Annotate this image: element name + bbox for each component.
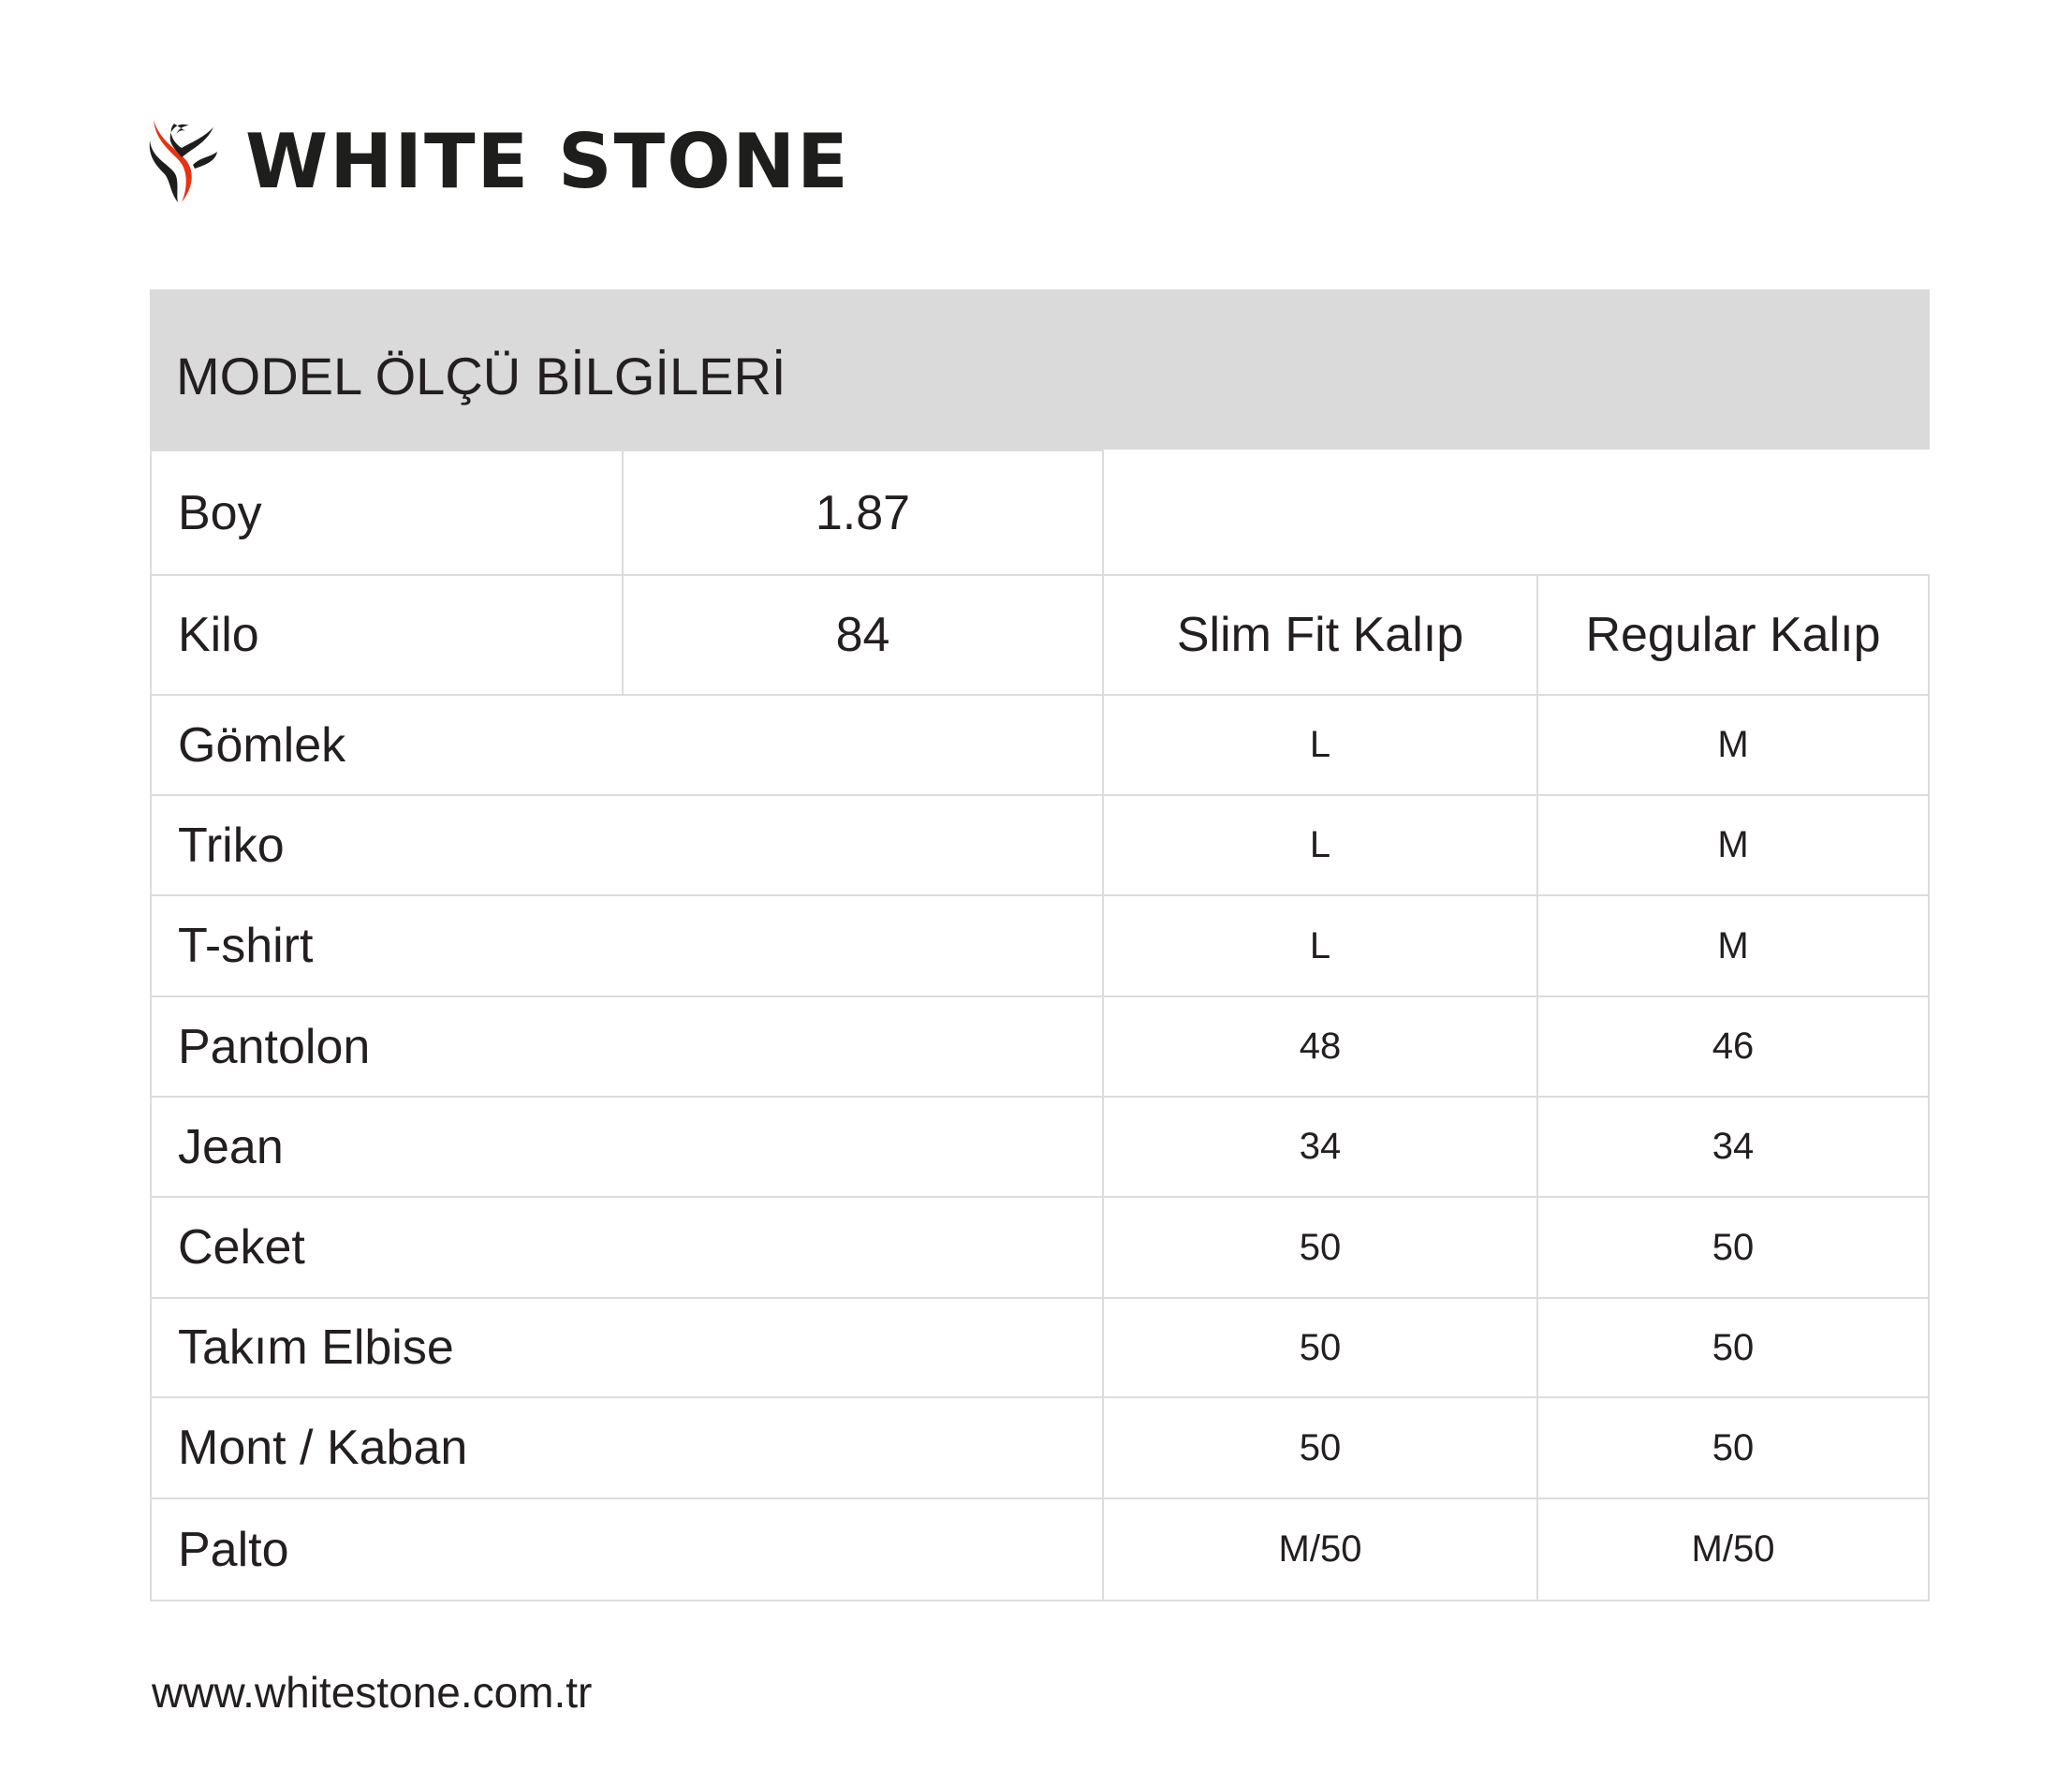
row-label: Jean (150, 1096, 1104, 1198)
regular-size: M (1536, 794, 1930, 896)
regular-size: 46 (1536, 996, 1930, 1098)
slim-fit-size: L (1102, 894, 1538, 997)
slim-fit-size: 34 (1102, 1096, 1538, 1198)
row-label: Palto (150, 1497, 1104, 1601)
column-header-slim: Slim Fit Kalıp (1102, 574, 1538, 696)
slim-fit-size: 48 (1102, 996, 1538, 1098)
regular-size: 50 (1536, 1196, 1930, 1299)
website-url: www.whitestone.com.tr (152, 1668, 593, 1717)
row-label: Pantolon (150, 996, 1104, 1098)
row-label: Takım Elbise (150, 1297, 1104, 1398)
row-label: T-shirt (150, 894, 1104, 997)
measurement-value: 84 (622, 574, 1104, 696)
slim-fit-size: L (1102, 794, 1538, 896)
regular-size: 34 (1536, 1096, 1930, 1198)
phoenix-logo-icon (149, 120, 217, 202)
measurement-label: Boy (150, 450, 624, 576)
row-label: Ceket (150, 1196, 1104, 1299)
regular-size: M/50 (1536, 1497, 1930, 1601)
regular-size: M (1536, 694, 1930, 796)
brand-name: WHITE STONE (245, 118, 850, 205)
row-label: Gömlek (150, 694, 1104, 796)
slim-fit-size: 50 (1102, 1396, 1538, 1499)
measurement-label: Kilo (150, 574, 624, 696)
row-label: Mont / Kaban (150, 1396, 1104, 1499)
regular-size: 50 (1536, 1297, 1930, 1398)
regular-size: 50 (1536, 1396, 1930, 1499)
slim-fit-size: 50 (1102, 1196, 1538, 1299)
section-header: MODEL ÖLÇÜ BİLGİLERİ (150, 289, 1930, 450)
brand-logo: WHITE STONE (148, 120, 850, 204)
slim-fit-size: L (1102, 694, 1538, 796)
column-header-regular: Regular Kalıp (1536, 574, 1930, 696)
slim-fit-size: M/50 (1102, 1497, 1538, 1601)
page-title: MODEL ÖLÇÜ BİLGİLERİ (176, 347, 786, 406)
measurement-value: 1.87 (622, 450, 1104, 576)
regular-size: M (1536, 894, 1930, 997)
row-label: Triko (150, 794, 1104, 896)
slim-fit-size: 50 (1102, 1297, 1538, 1398)
